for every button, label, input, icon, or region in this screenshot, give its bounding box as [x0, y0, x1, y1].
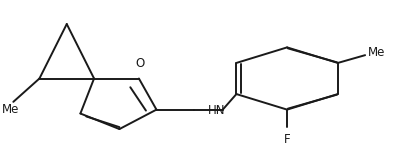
Text: O: O [136, 57, 145, 70]
Text: Me: Me [368, 46, 385, 59]
Text: F: F [284, 133, 291, 146]
Text: Me: Me [2, 103, 19, 116]
Text: HN: HN [208, 104, 226, 117]
